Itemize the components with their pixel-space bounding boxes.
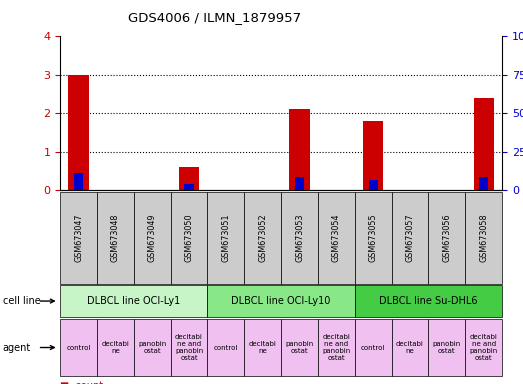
- Text: cell line: cell line: [3, 296, 40, 306]
- Text: decitabi
ne: decitabi ne: [101, 341, 129, 354]
- Text: control: control: [214, 344, 238, 351]
- Text: decitabi
ne and
panobin
ostat: decitabi ne and panobin ostat: [470, 334, 498, 361]
- Text: ■  count: ■ count: [60, 381, 103, 384]
- Text: decitabi
ne and
panobin
ostat: decitabi ne and panobin ostat: [175, 334, 203, 361]
- Bar: [179, 167, 199, 190]
- Bar: [363, 121, 383, 190]
- Bar: [369, 180, 378, 190]
- Text: DLBCL line OCI-Ly10: DLBCL line OCI-Ly10: [231, 296, 331, 306]
- Text: GSM673056: GSM673056: [442, 214, 451, 262]
- Bar: [74, 173, 83, 190]
- Text: GDS4006 / ILMN_1879957: GDS4006 / ILMN_1879957: [128, 12, 301, 25]
- Bar: [289, 109, 310, 190]
- Text: control: control: [361, 344, 385, 351]
- Text: GSM673048: GSM673048: [111, 214, 120, 262]
- Text: GSM673051: GSM673051: [221, 214, 230, 262]
- Text: GSM673047: GSM673047: [74, 214, 83, 262]
- Text: GSM673057: GSM673057: [405, 214, 415, 262]
- Text: DLBCL line OCI-Ly1: DLBCL line OCI-Ly1: [87, 296, 180, 306]
- Text: decitabi
ne: decitabi ne: [396, 341, 424, 354]
- Text: agent: agent: [3, 343, 31, 353]
- Text: panobin
ostat: panobin ostat: [433, 341, 461, 354]
- Text: GSM673058: GSM673058: [479, 214, 488, 262]
- Bar: [69, 75, 89, 190]
- Text: decitabi
ne and
panobin
ostat: decitabi ne and panobin ostat: [322, 334, 350, 361]
- Text: DLBCL line Su-DHL6: DLBCL line Su-DHL6: [379, 296, 477, 306]
- Text: GSM673053: GSM673053: [295, 214, 304, 262]
- Text: GSM673054: GSM673054: [332, 214, 341, 262]
- Text: decitabi
ne: decitabi ne: [249, 341, 277, 354]
- Text: panobin
ostat: panobin ostat: [138, 341, 166, 354]
- Bar: [295, 177, 304, 190]
- Text: GSM673052: GSM673052: [258, 214, 267, 262]
- Bar: [473, 98, 494, 190]
- Text: panobin
ostat: panobin ostat: [286, 341, 314, 354]
- Bar: [185, 184, 194, 190]
- Text: GSM673049: GSM673049: [147, 214, 157, 262]
- Text: control: control: [66, 344, 91, 351]
- Bar: [479, 177, 488, 190]
- Text: GSM673055: GSM673055: [369, 214, 378, 262]
- Text: GSM673050: GSM673050: [185, 214, 194, 262]
